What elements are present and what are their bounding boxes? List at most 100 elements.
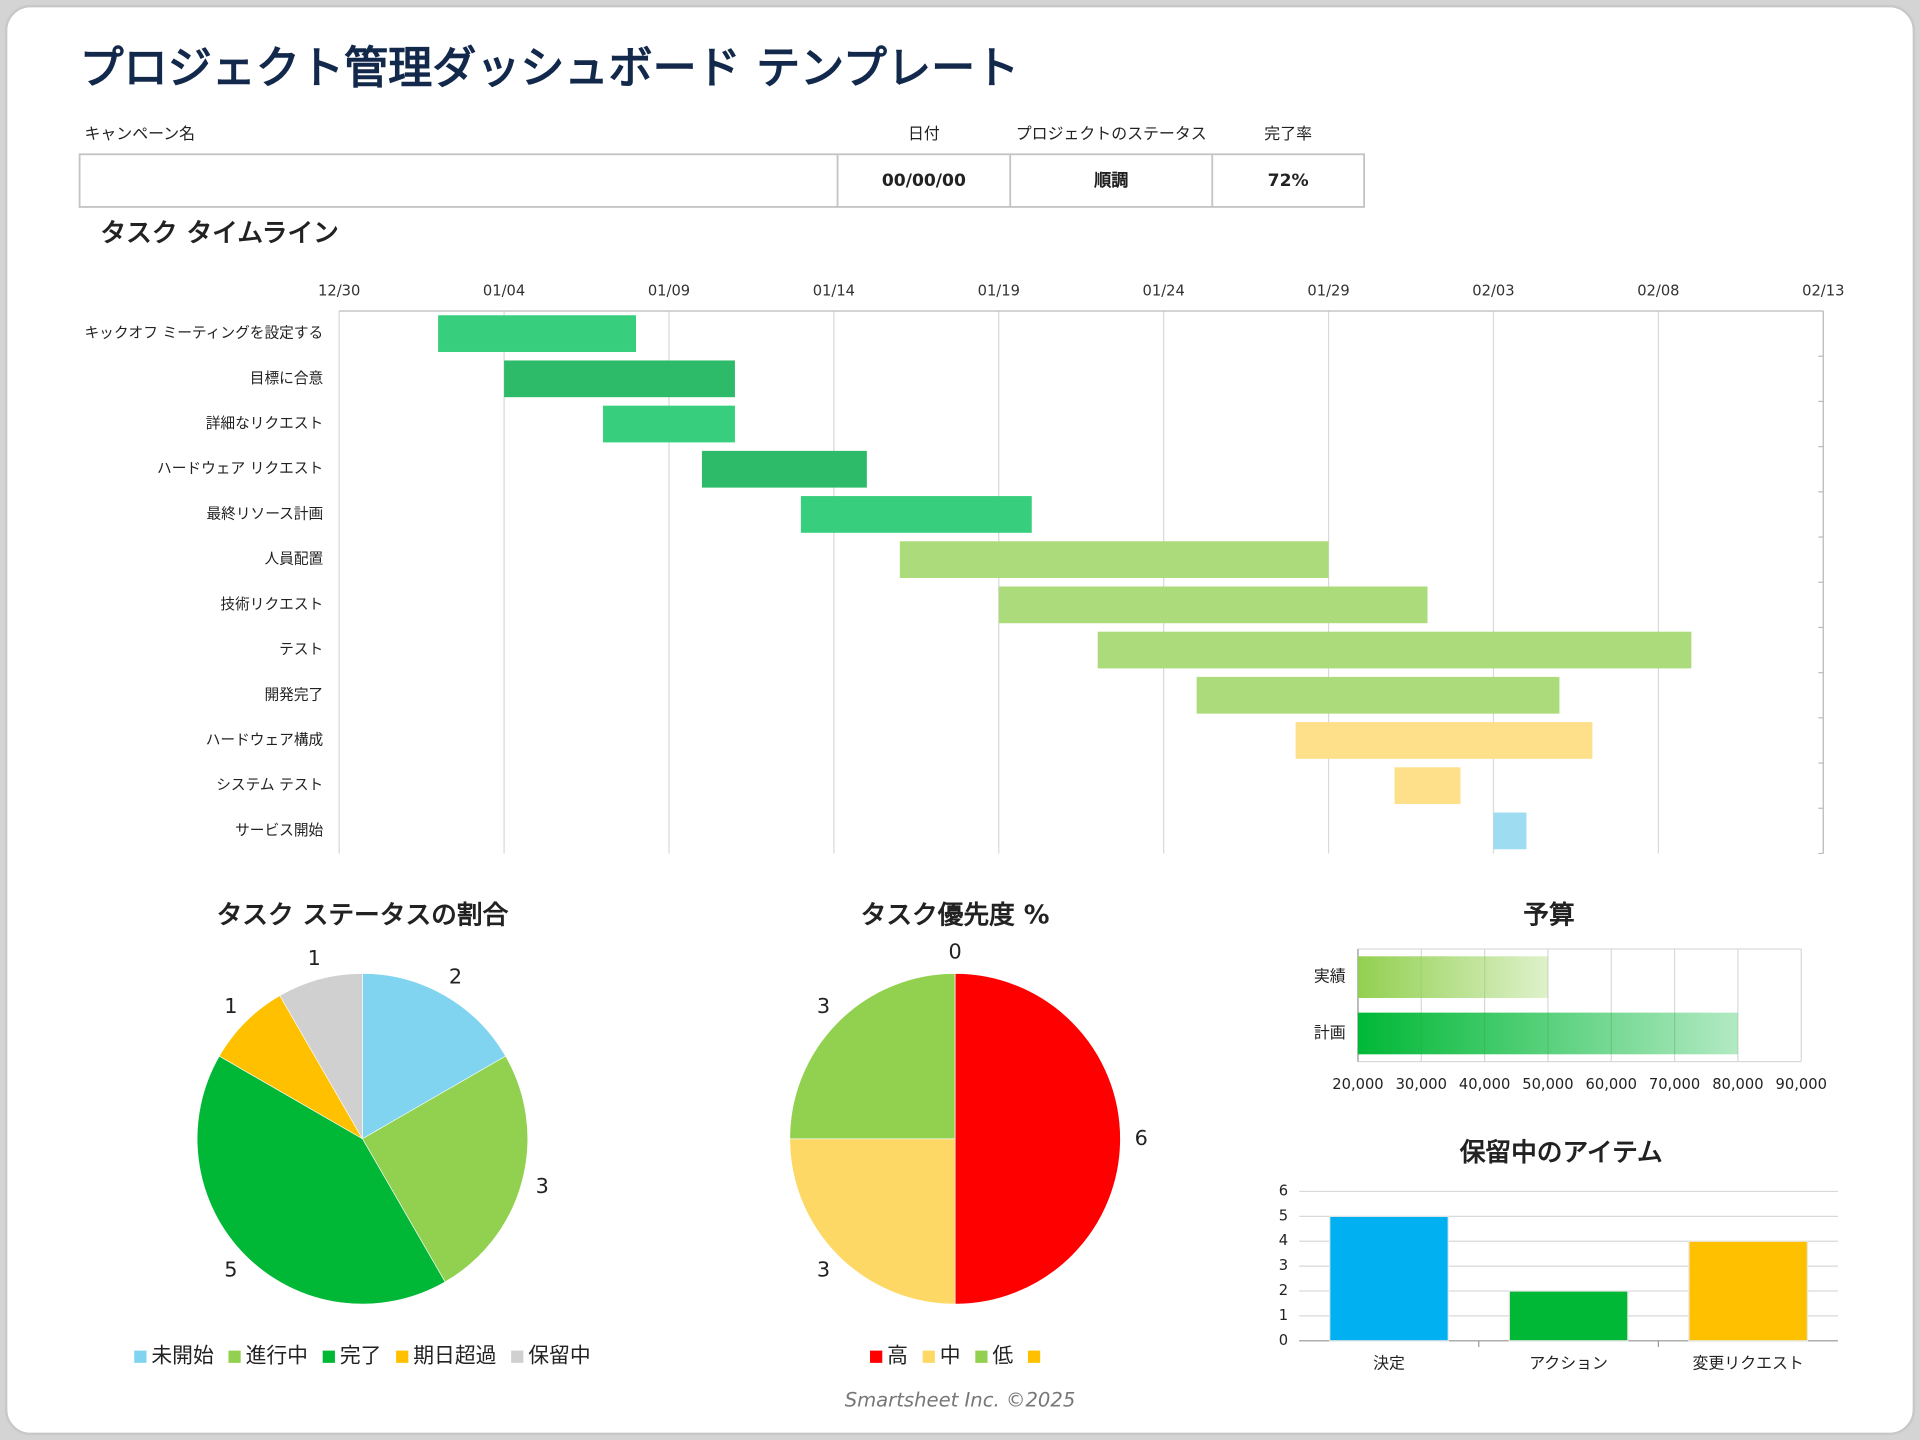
task-label: 開発完了 [264,686,323,703]
header-label: 日付 [908,124,940,143]
task-bar [1295,722,1593,759]
legend-label: 低 [992,1344,1013,1368]
y-tick-label: 5 [1279,1207,1288,1224]
x-tick-label: 70,000 [1649,1076,1700,1093]
x-tick-label: 20,000 [1332,1076,1383,1093]
task-label: ハードウェア構成 [206,731,324,748]
header-label: プロジェクトのステータス [1016,124,1207,143]
x-tick-label: 02/13 [1802,282,1844,299]
y-tick-label: 4 [1279,1232,1288,1249]
x-tick-label: 12/30 [318,282,360,299]
legend-label: 完了 [340,1344,382,1368]
y-tick-label: 6 [1279,1182,1288,1199]
bar [1329,1215,1449,1342]
legend-swatch [322,1350,335,1363]
task-bar [1097,631,1692,669]
legend-label: 進行中 [246,1344,308,1368]
pie-slice [789,973,956,1140]
data-label: 3 [817,1257,830,1281]
x-tick-label: 01/29 [1307,282,1349,299]
x-tick-label: 01/04 [483,282,525,299]
bar [1357,1012,1738,1055]
pie-slice [279,973,363,1140]
task-bar [1196,676,1560,714]
task-label: テスト [279,641,323,658]
task-label: 最終リソース計画 [206,505,323,522]
bar [1688,1240,1809,1342]
x-tick-label: 変更リクエスト [1692,1354,1803,1373]
pie-slice [218,995,364,1140]
chart-title: タスク ステータスの割合 [217,900,509,930]
task-label: 目標に合意 [250,370,324,387]
legend-label: 中 [940,1344,961,1368]
legend-label: 期日超過 [413,1344,496,1368]
legend-swatch [134,1350,147,1363]
x-tick-label: 01/14 [813,282,855,299]
legend: 未開始 進行中 完了 期日超過 保留中 [134,1344,591,1368]
x-tick-label: 80,000 [1712,1076,1763,1093]
task-label: 詳細なリクエスト [206,415,324,432]
x-tick-label: 60,000 [1586,1076,1637,1093]
x-tick-label: アクション [1529,1354,1608,1373]
legend-swatch [870,1350,883,1363]
legend-swatch [922,1350,935,1363]
task-bar [438,315,636,352]
x-tick-label: 01/19 [978,282,1020,299]
chart-title: 保留中のアイテム [1459,1138,1663,1168]
data-label: 3 [817,994,830,1018]
task-label: 人員配置 [264,551,323,568]
y-tick-label: 2 [1279,1282,1288,1299]
pie-slice [362,1055,529,1283]
x-tick-label: 01/09 [648,282,690,299]
legend: 高中低 [870,1344,1041,1368]
y-tick-label: 1 [1279,1307,1288,1324]
data-label: 3 [536,1174,549,1198]
bar [1357,956,1548,998]
task-label: ハードウェア リクエスト [157,460,323,477]
header-label: キャンペーン名 [84,124,195,143]
header-value: 00/00/00 [882,171,966,191]
y-tick-label: 3 [1279,1257,1288,1274]
x-tick-label: 01/24 [1143,282,1185,299]
data-label: 1 [224,994,237,1018]
x-tick-label: 30,000 [1396,1076,1447,1093]
task-label: システム テスト [216,777,323,794]
legend-swatch [396,1350,409,1363]
x-tick-label: 50,000 [1522,1076,1573,1093]
header-value: 72% [1268,171,1309,191]
page-title: プロジェクト管理ダッシュボード テンプレート [80,43,1020,94]
legend-swatch [511,1350,524,1363]
y-tick-label: 0 [1279,1332,1288,1349]
data-label: 2 [449,965,462,989]
y-tick-label: 計画 [1314,1023,1346,1042]
x-tick-label: 40,000 [1459,1076,1510,1093]
task-bar [800,496,1032,533]
chart-title: 予算 [1523,899,1574,930]
legend-swatch [975,1350,988,1363]
chart-title: タスク優先度 % [861,900,1050,930]
task-label: サービス開始 [235,822,323,839]
header-value: 順調 [1094,171,1128,191]
task-bar [701,450,867,488]
legend-label: 保留中 [528,1344,590,1368]
x-tick-label: 決定 [1373,1354,1405,1373]
task-bar [899,541,1329,579]
header-table [78,153,1365,208]
bar [1508,1290,1629,1342]
task-label: 技術リクエスト [220,596,323,613]
task-bar [1493,812,1527,850]
legend-swatch [1027,1350,1041,1363]
x-tick-label: 02/03 [1472,282,1514,299]
header-label: 完了率 [1264,124,1312,143]
data-label: 0 [948,940,961,964]
pie-slice [789,1138,956,1305]
footer: Smartsheet Inc. ©2025 [845,1388,1076,1411]
legend-label: 高 [887,1344,908,1368]
task-label: キックオフ ミーティングを設定する [84,325,323,342]
y-tick-label: 実績 [1314,967,1346,986]
chart-title: タスク タイムライン [100,218,338,248]
data-label: 6 [1135,1126,1148,1150]
